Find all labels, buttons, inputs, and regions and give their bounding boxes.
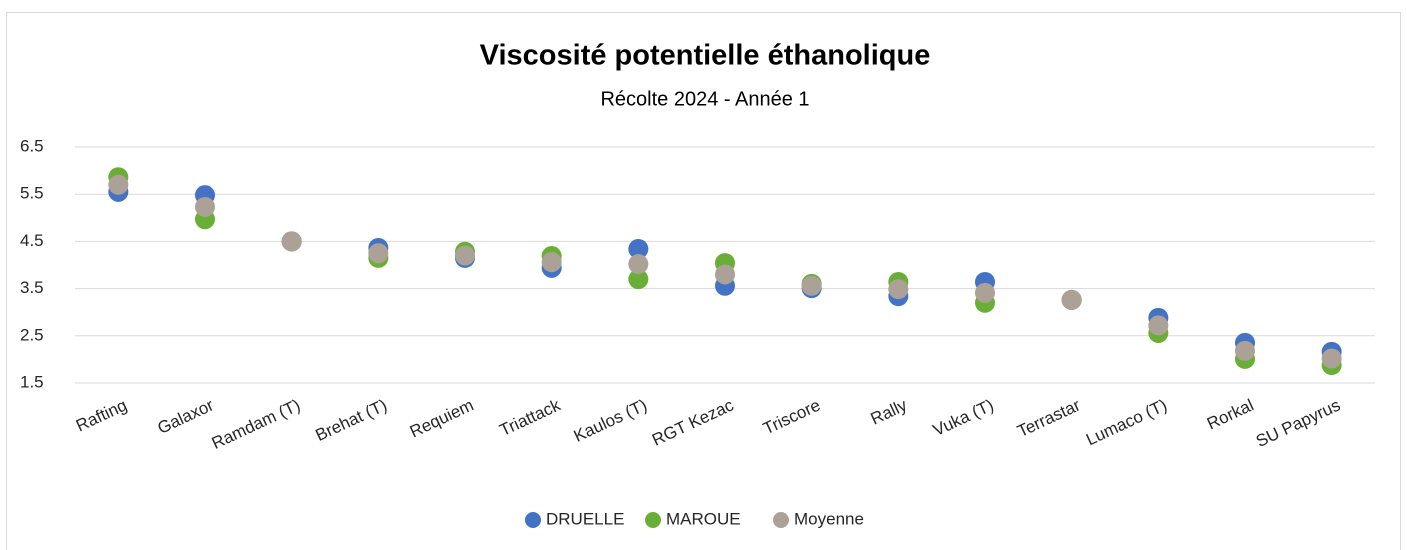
dot — [455, 245, 475, 266]
dot — [368, 243, 389, 264]
dot — [541, 252, 562, 273]
legend-marker — [525, 512, 541, 528]
legend-label: Moyenne — [794, 509, 864, 528]
chart-subtitle: Récolte 2024 - Année 1 — [600, 88, 809, 110]
legend-label: DRUELLE — [546, 509, 624, 528]
dot — [628, 254, 649, 275]
dot — [1321, 348, 1342, 369]
dot — [1061, 289, 1082, 310]
dot — [195, 196, 215, 217]
legend-label: MAROUE — [666, 509, 741, 528]
dot — [975, 282, 995, 303]
dot — [888, 279, 909, 300]
y-tick-label: 1.5 — [20, 372, 44, 391]
dot — [628, 238, 649, 259]
y-tick-label: 2.5 — [20, 325, 44, 344]
y-tick-label: 3.5 — [20, 278, 44, 297]
chart-border — [6, 12, 1401, 550]
chart-title: Viscosité potentielle éthanolique — [480, 40, 931, 72]
dot — [108, 174, 129, 195]
y-tick-label: 4.5 — [20, 231, 44, 250]
legend-marker — [645, 512, 661, 528]
dot — [1235, 340, 1255, 361]
dot — [801, 275, 822, 296]
dot — [281, 231, 302, 252]
y-tick-label: 6.5 — [20, 136, 44, 155]
legend-marker — [773, 512, 789, 528]
dot — [628, 269, 649, 290]
dot — [1148, 315, 1169, 336]
y-tick-label: 5.5 — [20, 184, 44, 203]
dot — [715, 264, 735, 285]
